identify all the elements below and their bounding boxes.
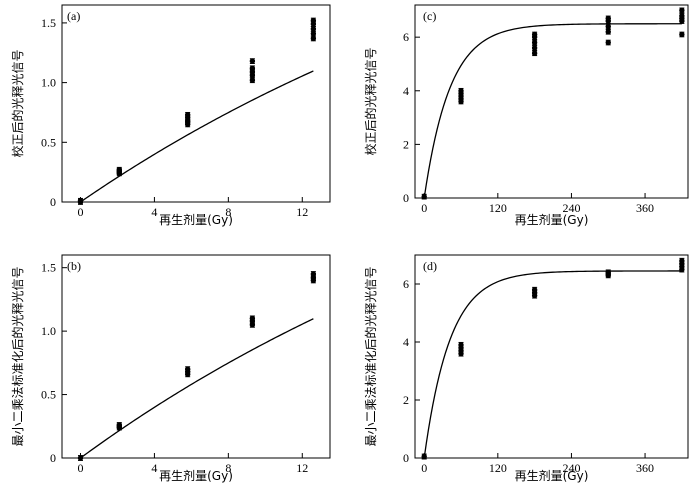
y-tick-label: 1.0 bbox=[41, 324, 56, 338]
x-tick-label: 4 bbox=[151, 205, 157, 219]
panel-label: (c) bbox=[423, 9, 436, 23]
y-axis-label: 最小二乘法标准化后的光释光信号 bbox=[363, 266, 378, 446]
data-point bbox=[679, 258, 685, 264]
plot-frame bbox=[61, 254, 331, 459]
panel-label: (d) bbox=[423, 259, 437, 273]
x-tick-label: 120 bbox=[489, 201, 507, 215]
data-point bbox=[605, 23, 611, 30]
data-point bbox=[116, 169, 122, 175]
data-point bbox=[421, 453, 427, 460]
data-point bbox=[531, 287, 538, 293]
fit-curve bbox=[80, 70, 314, 203]
data-point bbox=[184, 366, 191, 372]
data-point bbox=[531, 31, 538, 38]
y-tick-label: 2 bbox=[403, 393, 409, 407]
y-tick-label: 2 bbox=[403, 137, 409, 151]
x-tick-label: 0 bbox=[421, 201, 427, 215]
data-point bbox=[458, 88, 464, 94]
y-tick-label: 4 bbox=[403, 84, 409, 98]
data-point bbox=[249, 315, 256, 322]
y-axis-label: 校正后的光释光信号 bbox=[10, 49, 25, 157]
fit-curve bbox=[423, 23, 682, 199]
panel-label: (b) bbox=[67, 259, 81, 273]
panel-d: 0 120 240 360 0 2 4 6 再生剂量(Gy) 最小二乘法标准化后的光释光信号 (d) bbox=[363, 254, 689, 483]
data-point bbox=[531, 45, 538, 51]
data-point bbox=[605, 29, 611, 35]
data-point bbox=[679, 31, 685, 38]
x-tick-label: 4 bbox=[151, 461, 157, 475]
y-tick-label: 6 bbox=[403, 30, 409, 44]
y-tick-label: 0 bbox=[403, 191, 409, 205]
panel-c: 0 120 240 360 0 2 4 6 再生剂量(Gy) 校正后的光释光信号 (c) bbox=[363, 4, 689, 227]
panel-a: 0 4 8 12 0 0.5 1.0 1.5 再生剂量(Gy) 校正后的光释光信号 (a) bbox=[10, 4, 331, 227]
data-point bbox=[249, 58, 256, 64]
y-tick-label: 6 bbox=[403, 277, 409, 291]
data-point bbox=[310, 17, 317, 24]
data-point bbox=[249, 65, 256, 71]
data-point bbox=[77, 455, 84, 461]
x-axis-label: 再生剂量(Gy) bbox=[159, 468, 233, 483]
y-tick-label: 0 bbox=[50, 451, 56, 465]
x-tick-label: 0 bbox=[77, 205, 83, 219]
data-point bbox=[605, 39, 611, 46]
data-point bbox=[531, 50, 538, 56]
data-point bbox=[605, 271, 611, 277]
y-tick-label: 0 bbox=[50, 195, 56, 209]
data-point bbox=[77, 198, 84, 204]
x-tick-label: 360 bbox=[636, 461, 654, 475]
x-tick-label: 360 bbox=[636, 201, 654, 215]
data-point bbox=[184, 119, 191, 125]
plot-frame bbox=[414, 4, 689, 199]
data-point bbox=[421, 193, 427, 200]
data-point bbox=[679, 7, 685, 14]
x-tick-label: 0 bbox=[77, 461, 83, 475]
x-tick-label: 240 bbox=[562, 461, 580, 475]
y-tick-label: 0 bbox=[403, 451, 409, 465]
y-axis-label: 校正后的光释光信号 bbox=[363, 47, 378, 155]
x-tick-label: 240 bbox=[562, 201, 580, 215]
panel-label: (a) bbox=[67, 9, 80, 23]
data-point bbox=[605, 15, 611, 22]
data-point bbox=[310, 26, 317, 32]
data-point bbox=[531, 39, 538, 46]
y-tick-label: 0.5 bbox=[41, 135, 56, 149]
x-axis-label: 再生剂量(Gy) bbox=[515, 468, 589, 483]
x-tick-label: 12 bbox=[296, 461, 308, 475]
data-point bbox=[184, 112, 191, 118]
plot-frame bbox=[61, 4, 331, 203]
x-axis-label: 再生剂量(Gy) bbox=[159, 212, 233, 227]
y-tick-label: 0.5 bbox=[41, 388, 56, 402]
data-point bbox=[249, 77, 256, 83]
data-point bbox=[310, 30, 317, 37]
x-tick-label: 12 bbox=[296, 205, 308, 219]
x-tick-label: 8 bbox=[225, 461, 231, 475]
fit-curve bbox=[80, 318, 314, 459]
panel-b: 0 4 8 12 0 0.5 1.0 1.5 再生剂量(Gy) 最小二乘法标准化后的光释光信号 (b… bbox=[10, 254, 331, 483]
fit-curve bbox=[423, 270, 682, 459]
plot-frame bbox=[414, 254, 689, 459]
x-tick-label: 0 bbox=[421, 461, 427, 475]
y-axis-label: 最小二乘法标准化后的光释光信号 bbox=[10, 266, 25, 446]
y-tick-label: 1.0 bbox=[41, 76, 56, 90]
y-tick-label: 1.5 bbox=[41, 16, 56, 30]
y-tick-label: 4 bbox=[403, 335, 409, 349]
y-tick-label: 1.5 bbox=[41, 261, 56, 275]
x-tick-label: 8 bbox=[225, 205, 231, 219]
data-point bbox=[310, 35, 317, 42]
data-point bbox=[679, 15, 685, 22]
data-point bbox=[310, 271, 317, 277]
data-point bbox=[458, 342, 464, 348]
x-tick-label: 120 bbox=[489, 461, 507, 475]
data-point bbox=[116, 422, 122, 428]
x-axis-label: 再生剂量(Gy) bbox=[515, 212, 589, 227]
